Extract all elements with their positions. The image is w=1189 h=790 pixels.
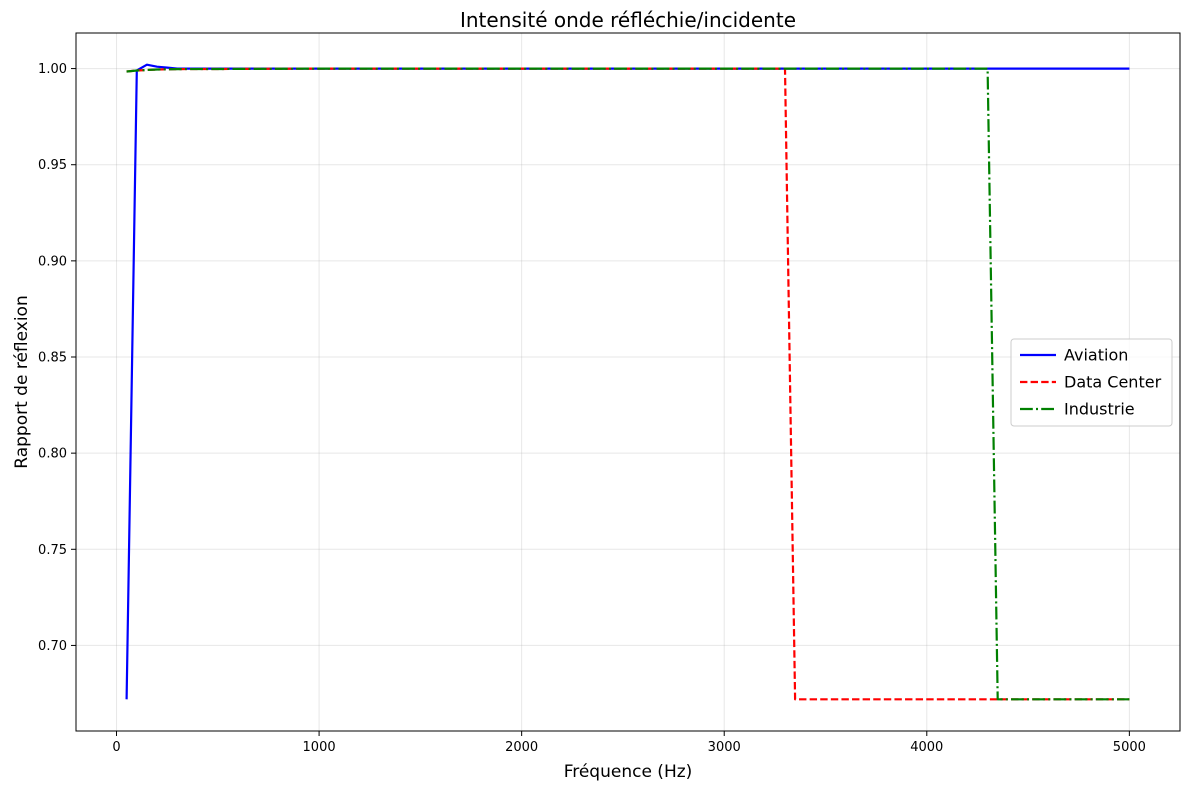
x-axis-title: Fréquence (Hz): [564, 762, 693, 782]
axis-ticks: 0 1000 2000 3000 4000 5000 0.70 0.75 0.80 0.85 0.9…: [38, 62, 1146, 755]
legend-label: Aviation: [1064, 346, 1128, 365]
y-tick-label: 0.75: [38, 543, 67, 558]
y-tick-label: 1.00: [38, 62, 67, 77]
x-tick-label: 1000: [303, 740, 336, 755]
x-tick-label: 5000: [1113, 740, 1146, 755]
x-tick-label: 2000: [505, 740, 538, 755]
legend-label: Data Center: [1064, 373, 1162, 392]
legend-box: [1010, 338, 1173, 427]
y-tick-label: 0.70: [38, 639, 67, 654]
legend-label: Industrie: [1064, 400, 1135, 419]
legend: Aviation Data Center Industrie: [1010, 338, 1173, 427]
chart-title: Intensité onde réfléchie/incidente: [460, 8, 796, 32]
series-line-data-center: [126, 67, 1130, 701]
y-tick-label: 0.80: [38, 447, 67, 462]
x-tick-label: 0: [112, 740, 120, 755]
y-tick-label: 0.90: [38, 254, 67, 269]
plot-frame: [75, 32, 1181, 732]
x-tick-label: 4000: [910, 740, 943, 755]
series-lines: [125, 63, 1130, 701]
series-line-industrie: [126, 67, 1130, 701]
y-axis-title: Rapport de réflexion: [12, 295, 32, 468]
y-tick-label: 0.85: [38, 351, 67, 366]
y-tick-label: 0.95: [38, 158, 67, 173]
x-tick-label: 3000: [708, 740, 741, 755]
series-line-aviation: [125, 63, 1130, 700]
